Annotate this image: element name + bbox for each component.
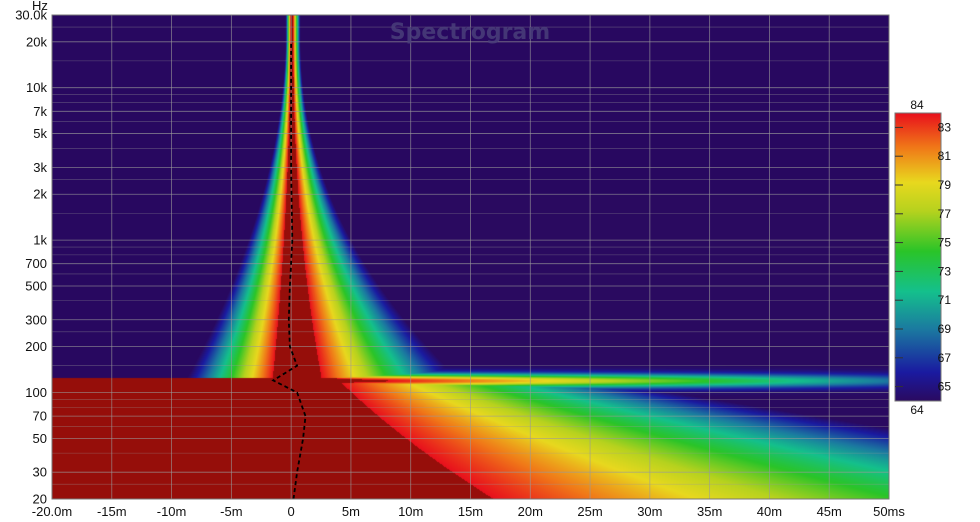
colorbar-gradient [894,112,942,402]
y-tick-label: 50 [33,431,47,446]
chart-title: Spectrogram [390,20,550,45]
x-tick-label: 20m [518,504,543,519]
colorbar-tick-label: 81 [938,149,952,163]
colorbar-tick-label: 75 [938,236,952,250]
y-tick-label: 70 [33,409,47,424]
x-tick-label: 35m [697,504,722,519]
colorbar-tick-label: 71 [938,293,952,307]
y-tick-label: 7k [33,104,47,119]
colorbar-tick-label: 83 [938,120,952,134]
y-tick-label: 100 [25,385,47,400]
x-tick-label: -5m [220,504,242,519]
y-tick-label: 20k [26,34,47,49]
y-tick-label: 700 [25,256,47,271]
colorbar-min-label: 64 [910,403,924,417]
x-tick-label: 45m [817,504,842,519]
colorbar-tick-label: 73 [938,264,952,278]
x-tick-label: -10m [157,504,187,519]
x-tick-label: -20.0m [32,504,72,519]
colorbar-tick-label: 79 [938,178,952,192]
x-tick-label: 10m [398,504,423,519]
peak-trace-line [271,41,307,500]
colorbar-tick-label: 67 [938,351,952,365]
y-tick-label: 1k [33,233,47,248]
grid-lines [52,15,889,499]
colorbar-max-label: 84 [910,98,924,112]
y-tick-label: 5k [33,126,47,141]
y-tick-label: 500 [25,278,47,293]
plot-border [51,14,890,500]
colorbar-tick-label: 65 [938,380,952,394]
x-tick-label: -15m [97,504,127,519]
x-tick-label: 50ms [873,504,905,519]
y-axis-unit-label: Hz [32,0,48,13]
y-tick-label: 10k [26,80,47,95]
y-tick-label: 2k [33,187,47,202]
axes: -20.0m -15m -10m -5m 0 5m 10m 15m 20m 25m 30m 35m 40… [15,8,905,520]
y-tick-label: 300 [25,312,47,327]
x-tick-label: 0 [288,504,295,519]
x-tick-label: 5m [342,504,360,519]
y-tick-label: 30 [33,465,47,480]
x-tick-label: 25m [577,504,602,519]
x-tick-label: 30m [637,504,662,519]
colorbar: 83 81 79 77 75 73 71 69 67 65 84 64 [894,98,952,417]
y-tick-label: 30.0k [15,8,47,23]
colorbar-tick-label: 77 [938,207,952,221]
y-tick-label: 20 [33,492,47,507]
y-tick-label: 3k [33,160,47,175]
x-tick-label: 15m [458,504,483,519]
y-tick-label: 200 [25,339,47,354]
plot-area [51,14,890,500]
colorbar-tick-label: 69 [938,322,952,336]
x-tick-label: 40m [757,504,782,519]
